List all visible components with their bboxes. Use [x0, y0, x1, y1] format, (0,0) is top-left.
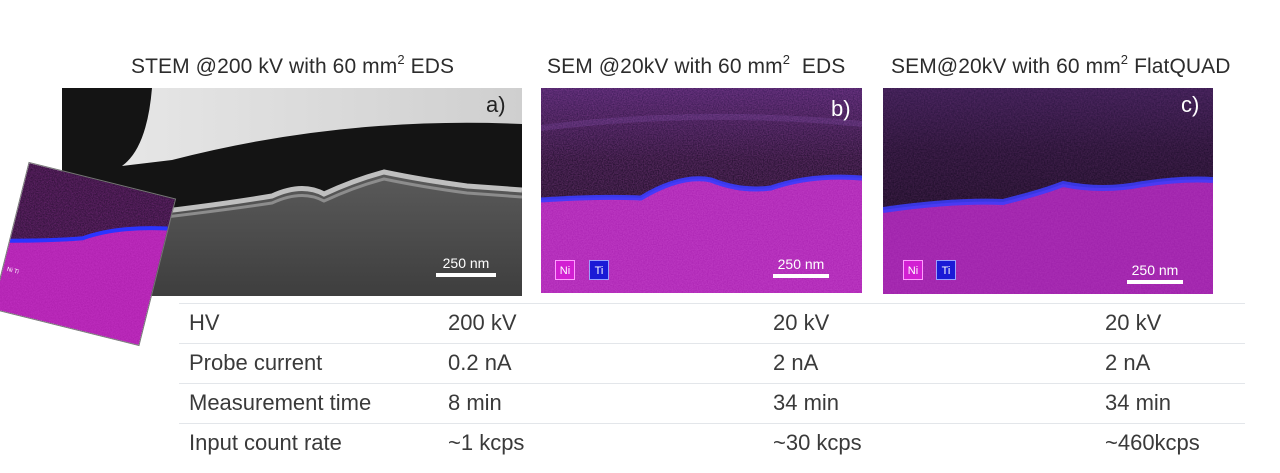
panel-label-c: c): [1181, 92, 1200, 117]
scale-bar-label: 250 nm: [777, 256, 825, 272]
legend-ti: Ti: [589, 260, 609, 280]
heading-sem-eds: SEM @20kV with 60 mm2 EDS: [547, 52, 846, 78]
scale-bar-c: 250 nm: [1127, 262, 1183, 284]
table-row-hv: HV 200 kV 20 kV 20 kV: [179, 303, 1245, 343]
row-label: HV: [189, 310, 220, 335]
legend-ti: Ti: [936, 260, 956, 280]
cell-sem-flatquad: 20 kV: [1105, 310, 1162, 335]
scale-bar-label: 250 nm: [442, 255, 490, 271]
scale-bar-line: [1127, 280, 1183, 284]
scale-bar-b: 250 nm: [773, 256, 829, 278]
row-label: Input count rate: [189, 430, 342, 455]
cell-stem: 200 kV: [448, 310, 517, 335]
cell-stem: 8 min: [448, 390, 502, 415]
cell-sem-flatquad: 2 nA: [1105, 350, 1151, 375]
stem-eds-inset: Ni Ti: [0, 161, 177, 347]
cell-sem-eds: 20 kV: [773, 310, 830, 335]
row-label: Probe current: [189, 350, 323, 375]
table-row-input-count-rate: Input count rate ~1 kcps ~30 kcps ~460kc…: [179, 423, 1245, 463]
panel-label-b: b): [831, 96, 851, 121]
scale-bar-line: [436, 273, 496, 277]
heading-stem: STEM @200 kV with 60 mm2 EDS: [131, 52, 455, 78]
sem-flatquad-map: [883, 88, 1213, 294]
panel-label-a: a): [486, 92, 506, 117]
sem-eds-map: [541, 88, 862, 293]
scale-bar-label: 250 nm: [1131, 262, 1179, 278]
cell-stem: ~1 kcps: [448, 430, 525, 455]
row-label: Measurement time: [189, 390, 372, 415]
table-row-probe-current: Probe current 0.2 nA 2 nA 2 nA: [179, 343, 1245, 383]
heading-sem-flatquad: SEM@20kV with 60 mm2 FlatQUAD: [891, 52, 1231, 78]
stem-eds-map: [0, 163, 175, 345]
scale-bar-a: 250 nm: [436, 255, 496, 277]
parameter-table: HV 200 kV 20 kV 20 kV Probe current 0.2 …: [179, 303, 1245, 463]
legend-ni: Ni: [903, 260, 923, 280]
cell-sem-flatquad: 34 min: [1105, 390, 1172, 415]
sem-flatquad-panel: c) Ni Ti 250 nm: [883, 88, 1213, 294]
legend-ni: Ni: [555, 260, 575, 280]
cell-sem-eds: ~30 kcps: [773, 430, 862, 455]
cell-sem-flatquad: ~460kcps: [1105, 430, 1200, 455]
cell-stem: 0.2 nA: [448, 350, 512, 375]
sem-eds-panel: b) Ni Ti 250 nm: [541, 88, 862, 293]
scale-bar-line: [773, 274, 829, 278]
cell-sem-eds: 34 min: [773, 390, 840, 415]
cell-sem-eds: 2 nA: [773, 350, 819, 375]
table-row-measurement-time: Measurement time 8 min 34 min 34 min: [179, 383, 1245, 423]
